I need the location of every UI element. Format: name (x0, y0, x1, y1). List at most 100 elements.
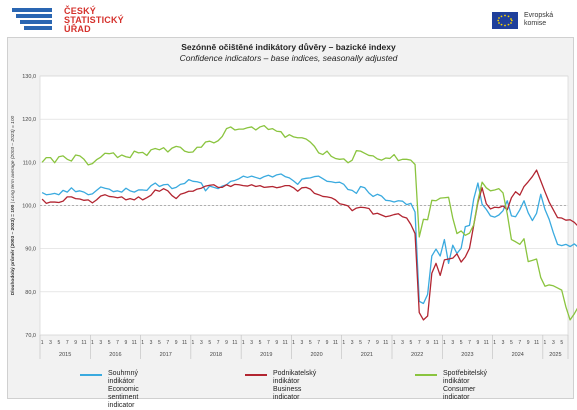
page-header: ČESKÝ STATISTICKÝ ÚŘAD Evropská komise (0, 0, 577, 36)
x-month-tick-label: 1 (342, 340, 345, 346)
x-month-tick-label: 1 (141, 340, 144, 346)
x-month-tick-label: 3 (401, 340, 404, 346)
eu-logo-line: komise (524, 20, 547, 27)
x-month-tick-label: 9 (225, 340, 228, 346)
y-tick-label: 130,0 (22, 74, 36, 80)
x-month-tick-label: 1 (393, 340, 396, 346)
x-month-tick-label: 5 (460, 340, 463, 346)
x-month-tick-label: 3 (552, 340, 555, 346)
x-month-tick-label: 5 (108, 340, 111, 346)
x-month-tick-label: 11 (433, 340, 438, 346)
series-line-consumer (41, 124, 577, 321)
x-month-tick-label: 5 (409, 340, 412, 346)
y-tick-label: 90,0 (25, 247, 36, 253)
x-year-label: 2015 (59, 352, 71, 358)
x-month-tick-label: 3 (200, 340, 203, 346)
x-month-tick-label: 7 (267, 340, 270, 346)
x-month-tick-label: 1 (493, 340, 496, 346)
x-month-tick-label: 9 (376, 340, 379, 346)
x-year-label: 2018 (210, 352, 222, 358)
czso-logo-line: ÚŘAD (64, 24, 91, 34)
legend-label-cz: Spotřebitelský indikátor (443, 370, 487, 385)
x-month-tick-label: 5 (510, 340, 513, 346)
legend-label-en: Economic sentiment indicator (108, 386, 139, 409)
eu-logo-text: Evropská komise (524, 12, 553, 28)
legend-label: Podnikatelský indikátor Business indicato… (273, 370, 316, 402)
x-year-label: 2021 (361, 352, 373, 358)
legend-swatch (80, 374, 102, 376)
legend-label: Spotřebitelský indikátor Consumer indicat… (443, 370, 487, 402)
x-month-tick-label: 7 (518, 340, 521, 346)
x-month-tick-label: 3 (301, 340, 304, 346)
x-month-tick-label: 9 (426, 340, 429, 346)
x-month-tick-label: 9 (125, 340, 128, 346)
x-month-tick-label: 1 (41, 340, 44, 346)
x-month-tick-label: 9 (477, 340, 480, 346)
x-month-tick-label: 1 (292, 340, 295, 346)
x-month-tick-label: 11 (232, 340, 237, 346)
x-year-label: 2023 (461, 352, 473, 358)
x-month-tick-label: 5 (359, 340, 362, 346)
x-month-tick-label: 7 (217, 340, 220, 346)
chart-legend: Souhrnný indikátor Economic sentiment ind… (80, 370, 550, 409)
czso-logo-bars (12, 8, 56, 32)
x-month-tick-label: 3 (451, 340, 454, 346)
eu-logo-line: Evropská (524, 12, 554, 19)
x-month-tick-label: 11 (283, 340, 288, 346)
czso-logo: ČESKÝ STATISTICKÝ ÚŘAD (12, 6, 124, 34)
y-tick-label: 80,0 (25, 290, 36, 296)
czso-logo-line: STATISTICKÝ (64, 15, 124, 25)
x-month-tick-label: 3 (502, 340, 505, 346)
legend-label: Souhrnný indikátor Economic sentiment ind… (108, 370, 139, 410)
y-axis-label-en: | Long term average (2003 – 2023) = 100 (10, 115, 16, 203)
x-year-label: 2017 (160, 352, 172, 358)
x-month-tick-label: 1 (443, 340, 446, 346)
x-year-label: 2024 (512, 352, 524, 358)
x-month-tick-label: 7 (66, 340, 69, 346)
x-month-tick-label: 11 (333, 340, 338, 346)
x-month-tick-label: 3 (351, 340, 354, 346)
x-month-tick-label: 9 (527, 340, 530, 346)
legend-swatch (415, 374, 437, 376)
x-month-tick-label: 9 (74, 340, 77, 346)
x-month-tick-label: 9 (275, 340, 278, 346)
x-month-tick-label: 7 (116, 340, 119, 346)
x-month-tick-label: 1 (242, 340, 245, 346)
eu-flag-icon (492, 12, 518, 29)
x-year-label: 2020 (310, 352, 322, 358)
y-tick-label: 110,0 (23, 160, 36, 166)
series-line-business (41, 169, 577, 321)
x-month-tick-label: 11 (534, 340, 539, 346)
x-month-tick-label: 11 (484, 340, 489, 346)
y-tick-label: 100,0 (22, 204, 36, 210)
x-year-label: 2022 (411, 352, 423, 358)
y-tick-label: 120,0 (22, 117, 36, 123)
x-month-tick-label: 5 (560, 340, 563, 346)
x-month-tick-label: 7 (166, 340, 169, 346)
x-month-tick-label: 7 (468, 340, 471, 346)
x-year-label: 2019 (260, 352, 272, 358)
x-month-tick-label: 5 (158, 340, 161, 346)
legend-label-cz: Souhrnný indikátor (108, 370, 138, 385)
x-month-tick-label: 7 (418, 340, 421, 346)
x-month-tick-label: 3 (150, 340, 153, 346)
czso-logo-line: ČESKÝ (64, 6, 97, 16)
x-month-tick-label: 9 (326, 340, 329, 346)
chart-titles: Sezónně očištěné indikátory důvěry – baz… (0, 42, 577, 63)
y-axis-label-cz: Dlouhodobý průměr (2003 – 2023) = 100 (9, 203, 16, 295)
x-year-label: 2016 (109, 352, 121, 358)
czso-logo-text: ČESKÝ STATISTICKÝ ÚŘAD (64, 7, 124, 34)
x-month-tick-label: 3 (250, 340, 253, 346)
x-month-tick-label: 1 (544, 340, 547, 346)
legend-label-en: Business indicator (273, 386, 302, 401)
y-axis-label: Dlouhodobý průměr (2003 – 2023) = 100 | … (9, 115, 16, 295)
x-month-tick-label: 11 (182, 340, 187, 346)
x-month-tick-label: 9 (175, 340, 178, 346)
x-month-tick-label: 11 (132, 340, 137, 346)
legend-label-en: Consumer indicator (443, 386, 476, 401)
legend-label-cz: Podnikatelský indikátor (273, 370, 317, 385)
x-month-tick-label: 11 (81, 340, 86, 346)
legend-swatch (245, 374, 267, 376)
x-month-tick-label: 3 (49, 340, 52, 346)
